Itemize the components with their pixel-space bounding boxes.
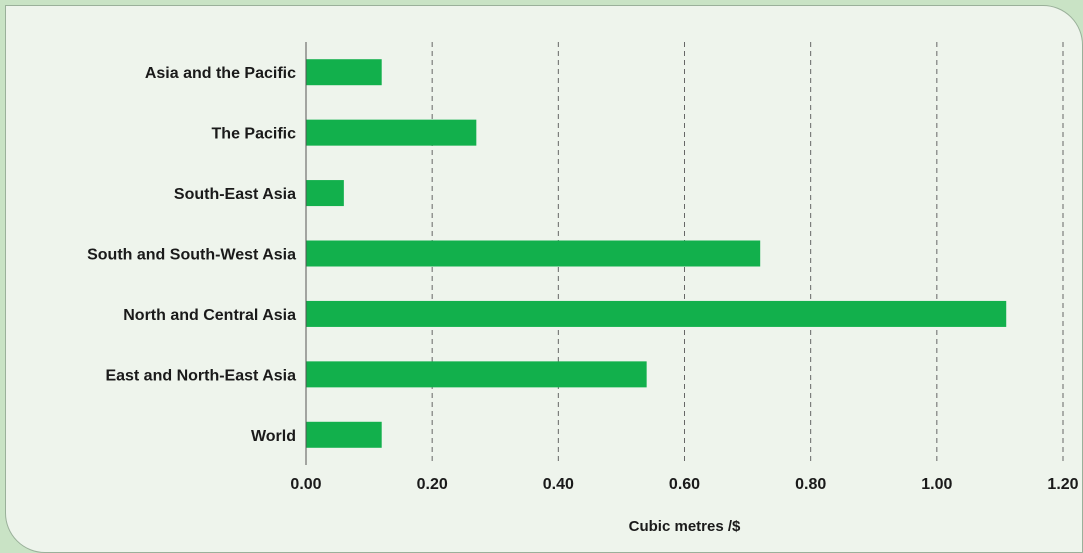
x-axis-title: Cubic metres /$	[629, 518, 741, 535]
x-tick-label: 0.00	[290, 476, 321, 493]
bars	[306, 59, 1007, 448]
bar	[306, 300, 1007, 327]
bar	[306, 119, 477, 146]
x-tick-labels: 0.00 0.20 0.40 0.60 0.80 1.00 1.20	[290, 476, 1078, 493]
category-label: South and South-West Asia	[87, 247, 296, 264]
category-label: East and North-East Asia	[105, 367, 296, 384]
x-tick-label: 1.20	[1047, 476, 1078, 493]
category-label: South-East Asia	[174, 186, 296, 203]
x-tick-label: 0.60	[669, 476, 700, 493]
bar	[306, 59, 382, 86]
category-labels: Asia and the Pacific The Pacific South-Eas…	[87, 65, 296, 445]
chart-panel	[5, 5, 1083, 553]
category-label: World	[251, 428, 296, 445]
bar	[306, 421, 382, 448]
category-label: The Pacific	[212, 126, 297, 143]
x-tick-label: 0.80	[795, 476, 826, 493]
category-label: North and Central Asia	[123, 307, 296, 324]
bar	[306, 180, 344, 207]
category-label: Asia and the Pacific	[145, 65, 296, 82]
bar	[306, 240, 761, 267]
x-tick-label: 1.00	[921, 476, 952, 493]
x-tick-label: 0.20	[417, 476, 448, 493]
x-tick-label: 0.40	[543, 476, 574, 493]
bar	[306, 361, 647, 388]
